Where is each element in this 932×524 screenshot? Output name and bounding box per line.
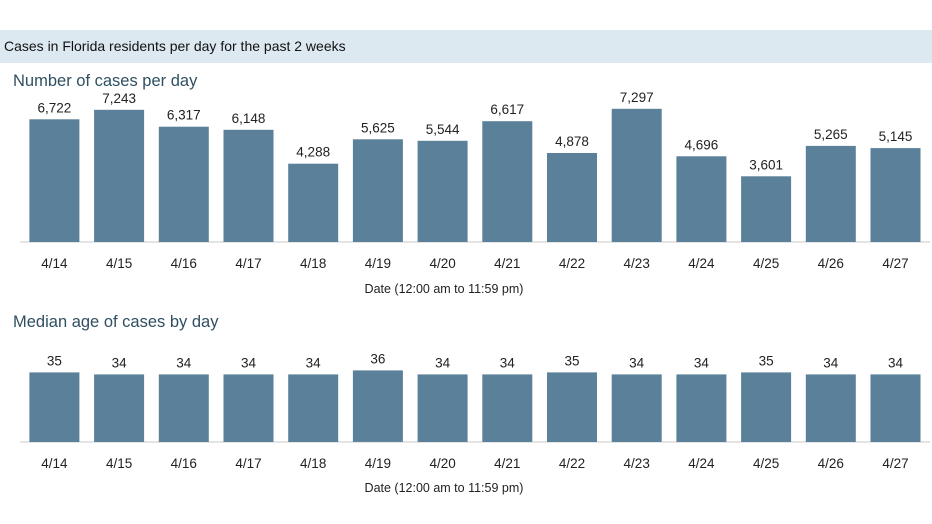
bar: [611, 374, 662, 442]
data-label: 5,265: [814, 127, 848, 142]
bar: [94, 109, 145, 242]
header-banner: Cases in Florida residents per day for t…: [0, 30, 932, 63]
bar: [417, 140, 468, 242]
data-label: 34: [629, 355, 645, 370]
bar: [223, 129, 274, 242]
x-tick-label: 4/26: [818, 456, 844, 471]
bar: [352, 139, 403, 242]
x-tick-label: 4/25: [753, 256, 779, 271]
x-tick-label: 4/26: [818, 256, 844, 271]
data-label: 4,878: [555, 134, 589, 149]
bar: [223, 374, 274, 442]
x-tick-label: 4/18: [300, 256, 326, 271]
data-label: 34: [112, 355, 128, 370]
x-tick-label: 4/22: [559, 456, 585, 471]
x-tick-label: 4/21: [494, 456, 520, 471]
bar: [94, 374, 145, 442]
bar: [741, 372, 792, 442]
data-label: 6,148: [232, 111, 266, 126]
data-label: 5,145: [879, 129, 913, 144]
bar: [417, 374, 468, 442]
bar: [158, 126, 209, 242]
x-tick-label: 4/16: [171, 456, 197, 471]
x-tick-label: 4/18: [300, 456, 326, 471]
data-label: 5,544: [426, 122, 460, 137]
bar: [158, 374, 209, 442]
data-label: 34: [500, 355, 516, 370]
bar: [547, 153, 597, 242]
x-tick-label: 4/21: [494, 256, 520, 271]
data-label: 34: [435, 355, 451, 370]
data-label: 4,288: [296, 145, 330, 160]
x-tick-label: 4/19: [365, 256, 391, 271]
bar: [288, 374, 339, 442]
x-tick-label: 4/27: [882, 256, 908, 271]
data-label: 34: [241, 355, 257, 370]
data-label: 6,722: [38, 100, 72, 115]
data-label: 7,297: [620, 90, 654, 105]
data-label: 4,696: [685, 137, 719, 152]
bar: [870, 374, 921, 442]
x-tick-label: 4/23: [624, 256, 650, 271]
data-label: 35: [759, 353, 774, 368]
x-axis-label-cases: Date (12:00 am to 11:59 pm): [365, 282, 524, 296]
data-label: 34: [823, 355, 839, 370]
data-label: 6,617: [490, 102, 524, 117]
x-tick-label: 4/16: [171, 256, 197, 271]
chart-title-median-age: Median age of cases by day: [13, 313, 219, 331]
page-title: Cases in Florida residents per day for t…: [4, 38, 346, 54]
data-label: 34: [694, 355, 710, 370]
x-tick-label: 4/14: [41, 256, 68, 271]
data-label: 7,243: [102, 91, 136, 106]
data-label: 35: [564, 353, 579, 368]
x-tick-label: 4/20: [429, 456, 455, 471]
x-tick-label: 4/19: [365, 456, 391, 471]
bar: [870, 148, 921, 242]
x-axis-label-median-age: Date (12:00 am to 11:59 pm): [365, 481, 524, 495]
x-tick-label: 4/27: [882, 456, 908, 471]
median-age-chart: Median age of cases by day 35 4/14 34 4/15 3…: [13, 313, 930, 495]
bar: [741, 176, 792, 242]
data-label: 6,317: [167, 108, 201, 123]
bar: [805, 374, 856, 442]
bar: [805, 145, 856, 242]
bar: [29, 119, 80, 242]
data-label: 35: [47, 353, 62, 368]
x-tick-label: 4/17: [235, 256, 261, 271]
chart-title-cases: Number of cases per day: [13, 72, 198, 90]
x-tick-label: 4/14: [41, 456, 68, 471]
x-tick-label: 4/20: [429, 256, 455, 271]
x-tick-label: 4/15: [106, 456, 132, 471]
bar: [352, 370, 403, 442]
x-tick-label: 4/22: [559, 256, 585, 271]
x-tick-label: 4/15: [106, 256, 132, 271]
data-label: 5,625: [361, 120, 395, 135]
data-label: 3,601: [749, 157, 783, 172]
bar: [676, 374, 727, 442]
x-tick-label: 4/17: [235, 456, 261, 471]
bar: [482, 121, 533, 242]
data-label: 34: [306, 355, 322, 370]
bar: [611, 108, 662, 242]
bar: [288, 163, 339, 242]
x-tick-label: 4/24: [688, 456, 715, 471]
x-tick-label: 4/23: [624, 456, 650, 471]
data-label: 36: [370, 351, 385, 366]
data-label: 34: [176, 355, 192, 370]
data-label: 34: [888, 355, 904, 370]
cases-per-day-chart: Number of cases per day 6,722 4/14 7,243 4/…: [13, 72, 930, 296]
bar: [676, 156, 727, 242]
bar: [29, 372, 80, 442]
bar: [547, 372, 597, 442]
bar: [482, 374, 533, 442]
x-tick-label: 4/24: [688, 256, 715, 271]
x-tick-label: 4/25: [753, 456, 779, 471]
